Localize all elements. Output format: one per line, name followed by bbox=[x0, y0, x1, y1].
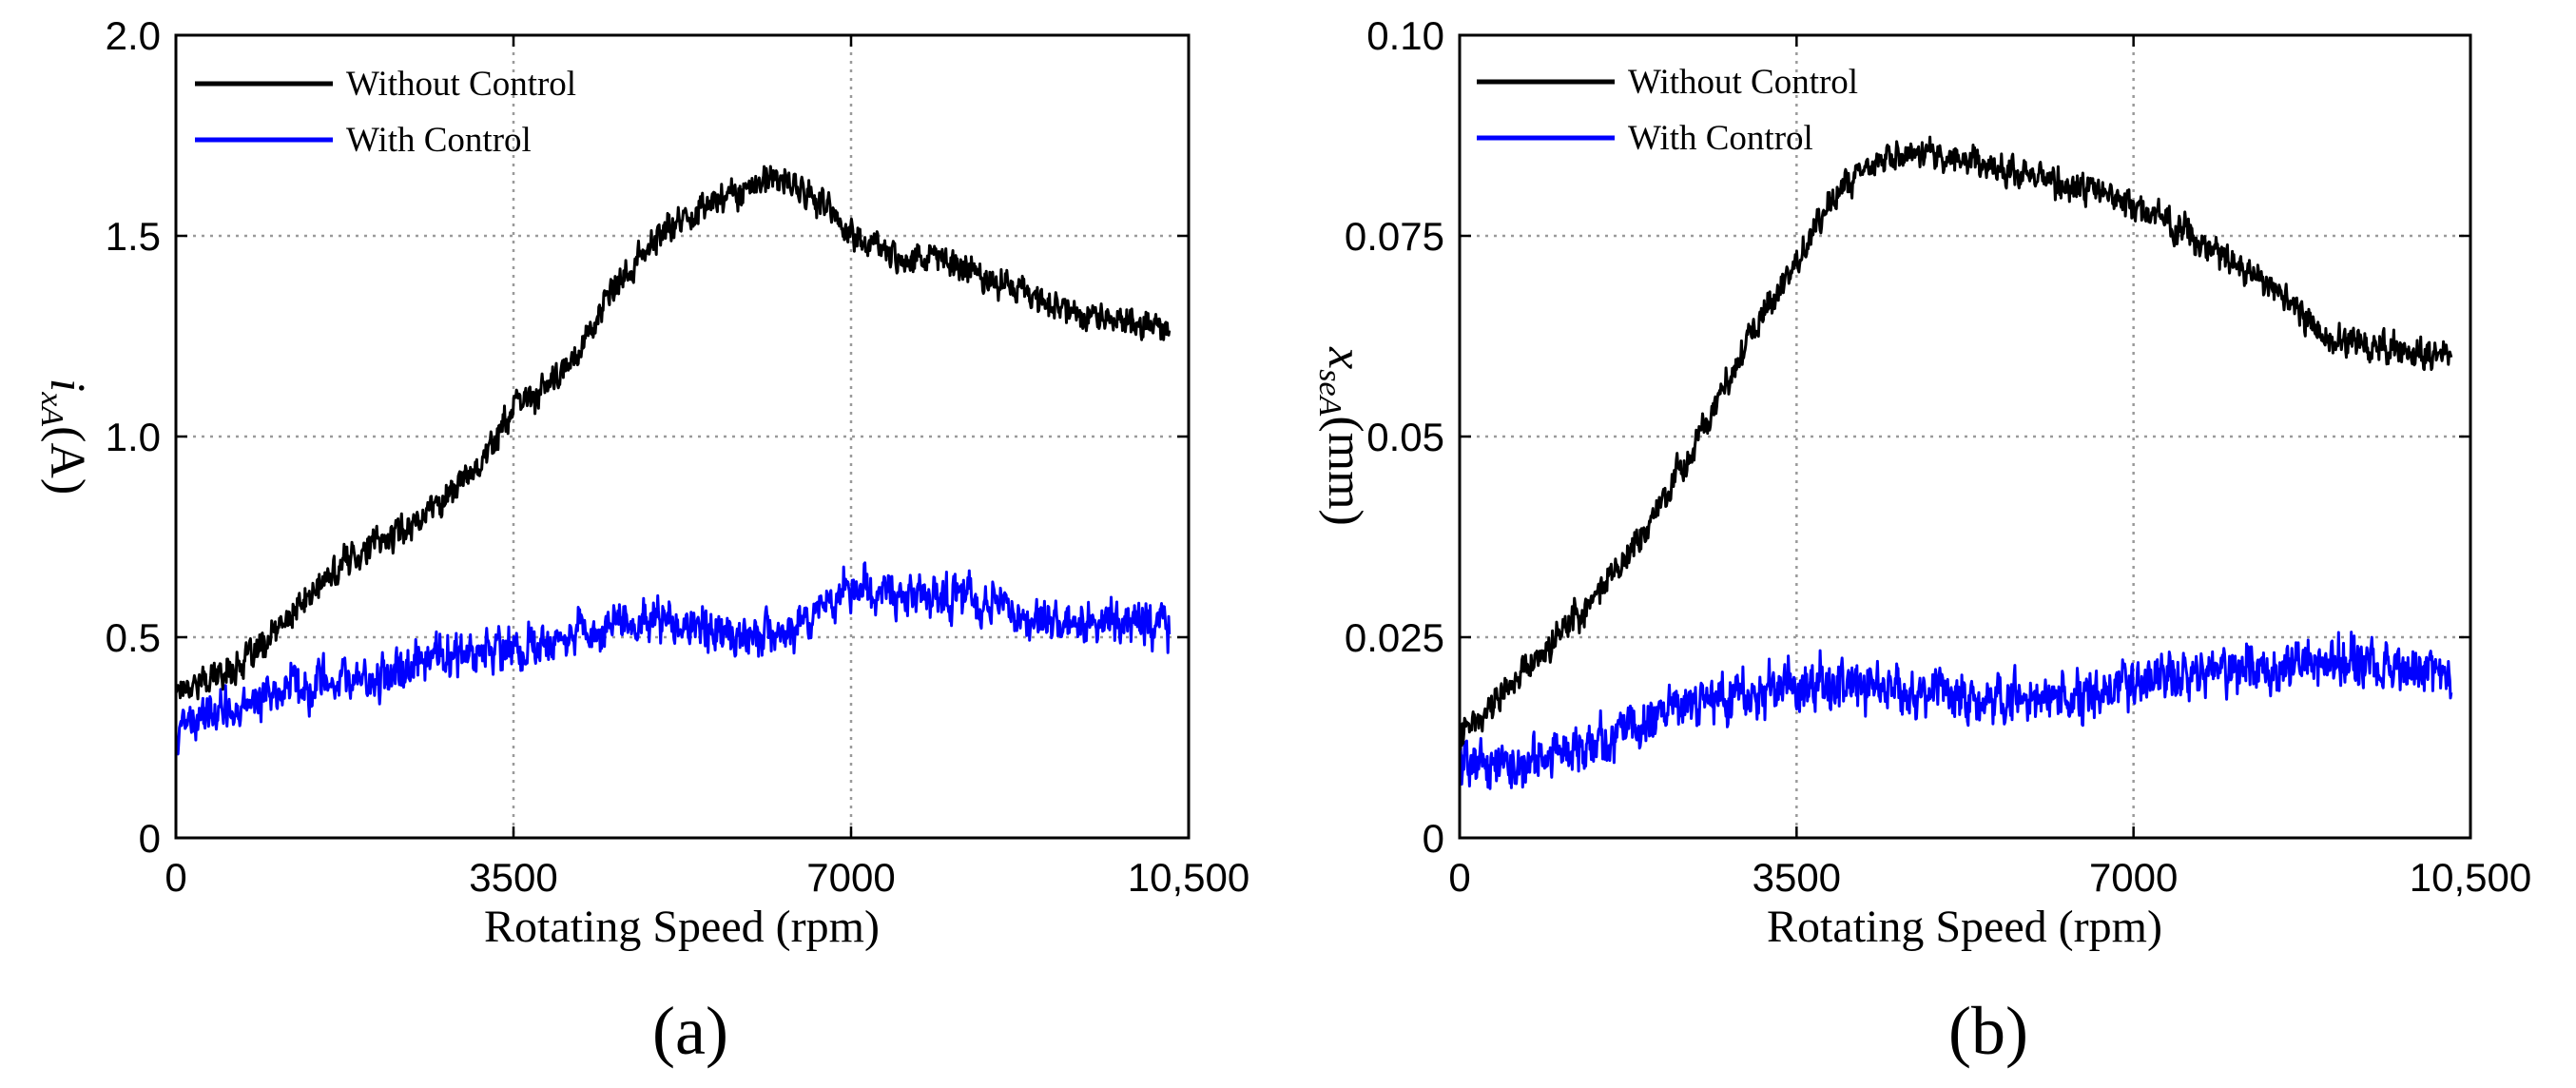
panel-a: 0 3500 7000 10,500 0 0.5 1.0 1.5 2.0 Without Con… bbox=[34, 13, 1249, 1069]
y-tick-label-a-0: 0 bbox=[139, 816, 161, 861]
y-tick-label-b-4: 0.10 bbox=[1366, 13, 1444, 58]
y-tick-label-b-2: 0.05 bbox=[1366, 415, 1444, 459]
y-tick-label-a-3: 1.5 bbox=[106, 214, 161, 259]
series-line-a-without-control bbox=[174, 165, 1172, 701]
ticks-b: 0 3500 7000 10,500 0 0.025 0.05 0.075 0.10 bbox=[1345, 13, 2531, 900]
y-axis-label-a-unit: (A) bbox=[40, 426, 94, 495]
y-axis-label-a: ixA(A) bbox=[34, 379, 94, 495]
legend-a-without-control-label: Without Control bbox=[346, 65, 576, 104]
x-tick-label-a-3: 10,500 bbox=[1128, 855, 1249, 900]
x-tick-label-b-3: 10,500 bbox=[2410, 855, 2531, 900]
series-line-a-with-control bbox=[174, 561, 1172, 756]
y-axis-label-b-symbol: x bbox=[1318, 346, 1372, 369]
y-tick-label-b-3: 0.075 bbox=[1345, 214, 1444, 259]
series-line-b-without-control bbox=[1458, 135, 2453, 751]
legend-a: Without Control With Control bbox=[195, 65, 576, 160]
legend-b: Without Control With Control bbox=[1477, 63, 1858, 158]
x-tick-label-b-1: 3500 bbox=[1753, 855, 1841, 900]
legend-b-without-control-label: Without Control bbox=[1628, 63, 1858, 102]
series-line-b-with-control bbox=[1458, 631, 2453, 790]
y-axis-label-b-subscript: seA bbox=[1312, 369, 1347, 416]
x-axis-label-a: Rotating Speed (rpm) bbox=[484, 902, 880, 952]
x-tick-label-a-0: 0 bbox=[165, 855, 186, 900]
panel-label-a: (a) bbox=[652, 993, 728, 1069]
y-tick-label-b-1: 0.025 bbox=[1345, 615, 1444, 660]
y-tick-label-b-0: 0 bbox=[1423, 816, 1444, 861]
y-axis-label-a-subscript: xA bbox=[34, 391, 69, 426]
legend-a-with-control-label: With Control bbox=[346, 121, 532, 160]
x-axis-label-b: Rotating Speed (rpm) bbox=[1767, 902, 2162, 952]
x-tick-label-b-0: 0 bbox=[1448, 855, 1470, 900]
legend-b-with-control-label: With Control bbox=[1628, 119, 1813, 158]
y-axis-label-a-symbol: i bbox=[40, 379, 94, 392]
series-b bbox=[1458, 135, 2453, 790]
series-a bbox=[174, 165, 1172, 756]
panel-label-b: (b) bbox=[1948, 993, 2028, 1069]
ticks-a: 0 3500 7000 10,500 0 0.5 1.0 1.5 2.0 bbox=[106, 13, 1250, 900]
x-tick-label-a-2: 7000 bbox=[806, 855, 895, 900]
y-tick-label-a-4: 2.0 bbox=[106, 13, 161, 58]
y-axis-label-b: xseA(mm) bbox=[1312, 346, 1372, 526]
x-tick-label-a-1: 3500 bbox=[469, 855, 557, 900]
y-tick-label-a-2: 1.0 bbox=[106, 415, 161, 459]
y-axis-label-b-unit: (mm) bbox=[1318, 416, 1372, 526]
x-tick-label-b-2: 7000 bbox=[2089, 855, 2178, 900]
panel-b: 0 3500 7000 10,500 0 0.025 0.05 0.075 0.10 Witho… bbox=[1312, 13, 2531, 1069]
y-tick-label-a-1: 0.5 bbox=[106, 615, 161, 660]
